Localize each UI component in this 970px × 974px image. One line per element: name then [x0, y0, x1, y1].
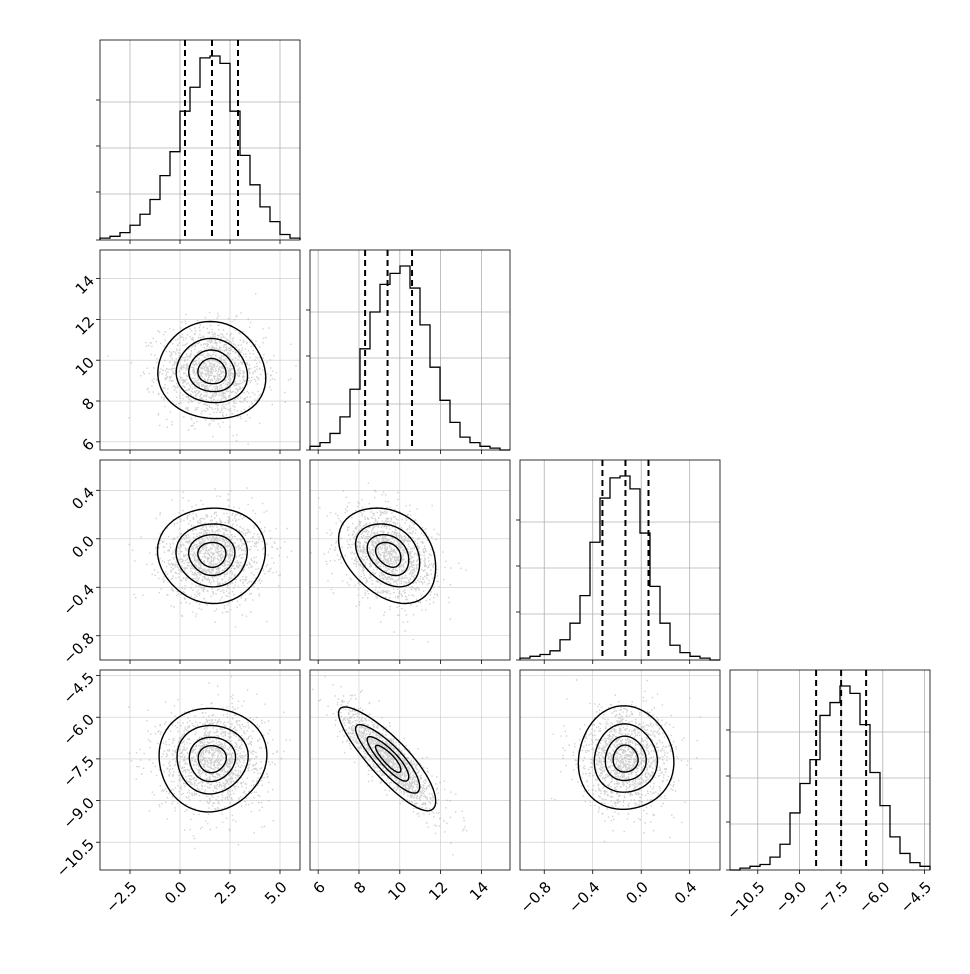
- x-tick-label: 10: [384, 878, 410, 904]
- y-tick-label: 14: [72, 272, 98, 298]
- y-tick-label: −0.8: [60, 629, 98, 667]
- histogram-step-line: [730, 685, 931, 871]
- y-tick-label: 6: [79, 435, 98, 454]
- x-tick-label: 0.4: [671, 878, 701, 908]
- contour-line: [366, 534, 410, 577]
- hist-grid: [310, 250, 510, 450]
- hist-grid: [730, 670, 930, 870]
- contour-line: [577, 705, 675, 810]
- x-tick-label: 0.0: [622, 878, 652, 908]
- y-tick-label: 8: [79, 394, 98, 413]
- x-tick-label: 14: [466, 878, 492, 904]
- contour-line: [337, 507, 437, 605]
- x-tick-label: −7.5: [813, 878, 851, 916]
- contour-line: [188, 736, 237, 783]
- hist-panel-p2: [516, 459, 721, 664]
- x-tick-label: −6.0: [855, 878, 893, 916]
- contour-line: [374, 744, 402, 774]
- contour-line: [175, 523, 249, 588]
- contour-line: [157, 320, 267, 420]
- y-tick-label: −10.5: [53, 836, 98, 881]
- scatter-points: [310, 482, 467, 643]
- y-tick-label: 12: [72, 313, 98, 339]
- y-tick-label: 0.0: [68, 532, 98, 562]
- hist-panel-p3: [726, 669, 931, 874]
- contour-line: [354, 723, 421, 794]
- scatter-points: [312, 675, 468, 856]
- contour-line: [197, 357, 227, 385]
- y-tick-label: −7.5: [60, 752, 98, 790]
- scatter-panel-p1-p3: [309, 669, 511, 874]
- y-tick-label: −6.0: [60, 711, 98, 749]
- x-tick-label: −0.4: [565, 878, 603, 916]
- scatter-panel-p0-p1: [96, 249, 301, 454]
- x-tick-label: 8: [350, 878, 369, 897]
- panel-frame: [519, 669, 721, 871]
- histogram-step-line: [519, 475, 720, 661]
- x-tick-label: 0.0: [161, 878, 191, 908]
- y-tick-label: 10: [72, 353, 98, 379]
- panel-frame: [309, 249, 511, 451]
- scatter-panel-p0-p2: [96, 459, 301, 664]
- x-tick-label: 12: [425, 878, 451, 904]
- contour-line: [176, 724, 249, 795]
- panel-frame: [99, 249, 301, 451]
- y-tick-label: −9.0: [60, 794, 98, 832]
- x-tick-label: −0.8: [516, 878, 554, 916]
- y-tick-label: −4.5: [60, 669, 98, 707]
- panel-frame: [519, 459, 721, 661]
- scatter-points: [128, 487, 293, 628]
- y-tick-label: 0.4: [68, 484, 98, 514]
- contour-line: [158, 707, 268, 813]
- x-tick-label: −2.5: [102, 878, 140, 916]
- scatter-panel-p2-p3: [519, 669, 721, 874]
- scatter-panel-p1-p2: [309, 459, 511, 664]
- contour-line: [366, 735, 410, 782]
- panel-frame: [309, 669, 511, 871]
- hist-grid: [520, 460, 720, 660]
- contour-line: [593, 723, 659, 793]
- scatter-points: [107, 293, 297, 445]
- panel-frame: [99, 459, 301, 661]
- histogram-step-line: [99, 55, 301, 240]
- contour-line: [337, 706, 437, 812]
- scatter-points: [551, 679, 702, 843]
- x-tick-label: −10.5: [723, 878, 768, 923]
- contour-line: [197, 745, 227, 774]
- contour-line: [188, 534, 236, 577]
- scatter-panel-p0-p3: [96, 669, 301, 874]
- contour-line: [188, 349, 236, 393]
- panel-frame: [729, 669, 931, 871]
- x-tick-label: 5.0: [261, 878, 291, 908]
- contour-line: [612, 744, 639, 773]
- x-tick-label: −4.5: [897, 878, 935, 916]
- hist-panel-p0: [96, 39, 301, 244]
- panel-frame: [309, 459, 511, 661]
- histogram-step-line: [309, 265, 510, 451]
- contour-line: [175, 337, 249, 404]
- x-tick-label: −9.0: [772, 878, 810, 916]
- contour-line: [354, 523, 421, 588]
- y-tick-label: −0.4: [60, 581, 98, 619]
- x-tick-label: 2.5: [211, 878, 241, 908]
- hist-panel-p1: [306, 249, 511, 454]
- x-tick-label: 6: [309, 878, 328, 897]
- contour-line: [374, 541, 402, 569]
- panel-frame: [99, 39, 301, 241]
- panel-frame: [99, 669, 301, 871]
- contour-line: [197, 541, 227, 568]
- contour-line: [604, 735, 647, 782]
- contour-line: [156, 507, 267, 605]
